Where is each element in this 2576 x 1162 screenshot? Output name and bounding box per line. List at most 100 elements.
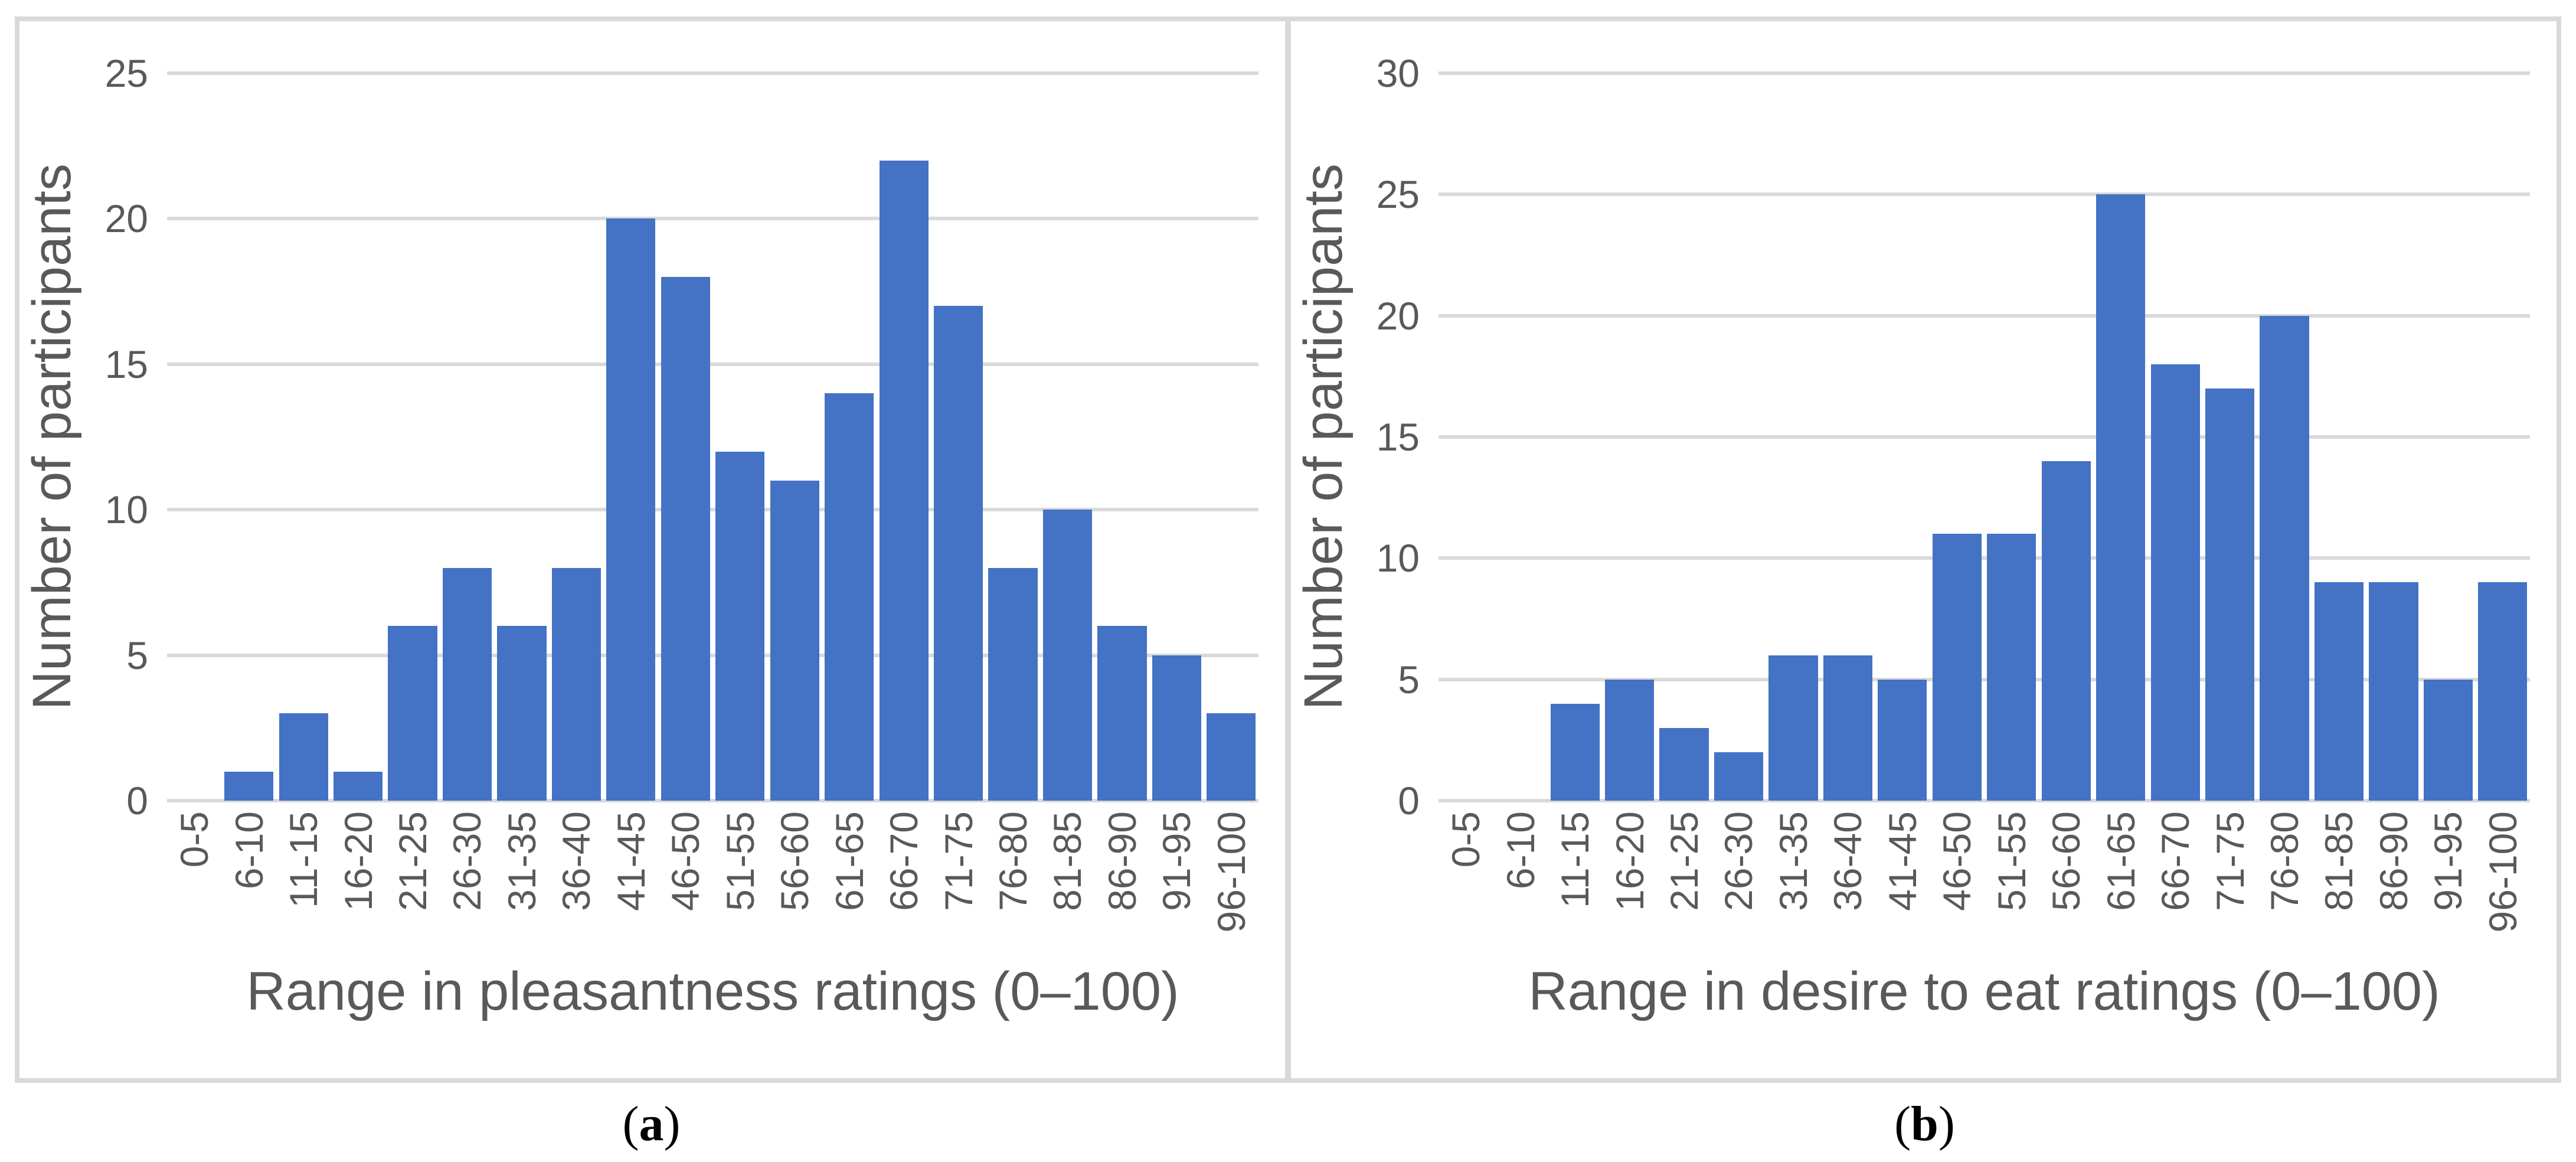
x-slot: 51-55 (1985, 811, 2039, 942)
caption-a: (a) (15, 1089, 1288, 1160)
x-tick-label-0-5: 0-5 (172, 811, 217, 868)
bar-61-65 (825, 393, 874, 801)
plot-area (167, 71, 1258, 802)
bar-slot (2476, 73, 2530, 801)
bar-46-50 (1932, 534, 1982, 801)
bar-slot (1875, 73, 1930, 801)
x-slot: 0-5 (1439, 811, 1493, 942)
caption-close-paren: ) (1938, 1096, 1955, 1151)
x-tick-label-96-100: 96-100 (1209, 811, 1253, 933)
bar-81-85 (1042, 510, 1093, 801)
bar-51-55 (1987, 534, 2036, 801)
bar-slot (1930, 73, 1984, 801)
x-tick-label-16-20: 16-20 (336, 811, 380, 911)
x-slot: 56-60 (2039, 811, 2093, 942)
x-tick-label-91-95: 91-95 (1155, 811, 1199, 911)
x-tick-label-96-100: 96-100 (2480, 811, 2525, 933)
bar-81-85 (2314, 582, 2364, 801)
x-tick-label-56-60: 56-60 (2044, 811, 2088, 911)
x-slot: 16-20 (331, 811, 385, 942)
bar-slot (1493, 73, 1547, 801)
gridline-5 (167, 653, 1258, 657)
caption-open-paren: ( (622, 1096, 639, 1151)
gridline-0 (167, 799, 1258, 802)
x-slot: 46-50 (658, 811, 712, 942)
x-slot: 16-20 (1602, 811, 1656, 942)
x-axis-title-row: Range in desire to eat ratings (0–100) (1439, 942, 2530, 1040)
gridline-10 (1439, 556, 2530, 560)
bar-31-35 (497, 626, 547, 801)
bar-slot (385, 73, 440, 801)
bar-slot (2421, 73, 2475, 801)
bar-21-25 (1659, 727, 1709, 801)
bar-slot (440, 73, 494, 801)
gridline-20 (167, 217, 1258, 221)
bar-11-15 (1550, 703, 1600, 801)
x-axis-tick-labels: 0-5 6-10 11-15 16-20 21-25 26-30 31-35 36-40 41-… (167, 801, 1258, 942)
y-tick-label-15: 15 (1376, 415, 1420, 459)
bar-slot (822, 73, 876, 801)
y-tick-label-20: 20 (104, 197, 148, 241)
x-slot: 71-75 (931, 811, 985, 942)
x-slot: 41-45 (604, 811, 658, 942)
x-slot: 36-40 (549, 811, 603, 942)
bar-96-100 (1207, 713, 1256, 801)
bar-slot (331, 73, 385, 801)
x-tick-label-61-65: 61-65 (827, 811, 871, 911)
x-slot: 96-100 (1204, 811, 1258, 942)
bar-91-95 (1152, 655, 1201, 801)
x-tick-label-66-70: 66-70 (882, 811, 926, 911)
x-tick-label-16-20: 16-20 (1607, 811, 1652, 911)
bar-slot (1204, 73, 1258, 801)
bar-slot (2202, 73, 2257, 801)
x-tick-label-31-35: 31-35 (499, 811, 544, 911)
bar-96-100 (2478, 582, 2528, 801)
bar-11-15 (279, 713, 328, 801)
x-tick-label-86-90: 86-90 (1100, 811, 1144, 911)
bar-slot (1985, 73, 2039, 801)
chart-panel-a: Number of participants 0 5 10 15 20 25 0-5 6-1… (19, 21, 1285, 1078)
bar-slot (713, 73, 767, 801)
x-tick-label-76-80: 76-80 (991, 811, 1035, 911)
x-axis-title: Range in pleasantness ratings (0–100) (246, 961, 1179, 1021)
x-tick-label-36-40: 36-40 (1826, 811, 1870, 911)
bar-slot (2366, 73, 2421, 801)
gridline-25 (1439, 192, 2530, 197)
x-tick-label-86-90: 86-90 (2371, 811, 2415, 911)
x-tick-label-56-60: 56-60 (773, 811, 817, 911)
x-slot: 41-45 (1875, 811, 1930, 942)
y-tick-label-25: 25 (1376, 172, 1420, 217)
x-slot: 71-75 (2202, 811, 2257, 942)
bar-76-80 (2260, 315, 2309, 801)
x-tick-label-46-50: 46-50 (663, 811, 708, 911)
y-tick-label-25: 25 (104, 51, 148, 95)
y-tick-label-0: 0 (126, 779, 148, 822)
x-tick-label-26-30: 26-30 (445, 811, 489, 911)
x-slot: 76-80 (986, 811, 1040, 942)
x-slot: 66-70 (877, 811, 931, 942)
x-tick-label-76-80: 76-80 (2263, 811, 2307, 911)
bar-56-60 (770, 480, 819, 801)
bar-36-40 (551, 567, 601, 801)
bar-66-70 (2150, 364, 2200, 801)
bar-slot (604, 73, 658, 801)
caption-b: (b) (1288, 1089, 2561, 1160)
x-tick-label-66-70: 66-70 (2153, 811, 2198, 911)
bar-slot (931, 73, 985, 801)
caption-letter: b (1911, 1096, 1938, 1151)
bar-36-40 (1823, 655, 1872, 801)
x-tick-label-81-85: 81-85 (1045, 811, 1090, 911)
gridline-0 (1439, 799, 2530, 802)
bar-slot (1149, 73, 1204, 801)
bar-26-30 (442, 567, 492, 801)
chart-panel-b: Number of participants 0 5 10 15 20 25 30 0-5 6… (1291, 21, 2557, 1078)
x-slot: 96-100 (2476, 811, 2530, 942)
bar-26-30 (1714, 752, 1764, 801)
x-slot: 26-30 (1711, 811, 1766, 942)
bar-slot (1040, 73, 1094, 801)
bar-41-45 (1878, 679, 1927, 801)
bar-slot (2093, 73, 2147, 801)
bar-slot (1766, 73, 1820, 801)
bar-6-10 (224, 771, 274, 801)
